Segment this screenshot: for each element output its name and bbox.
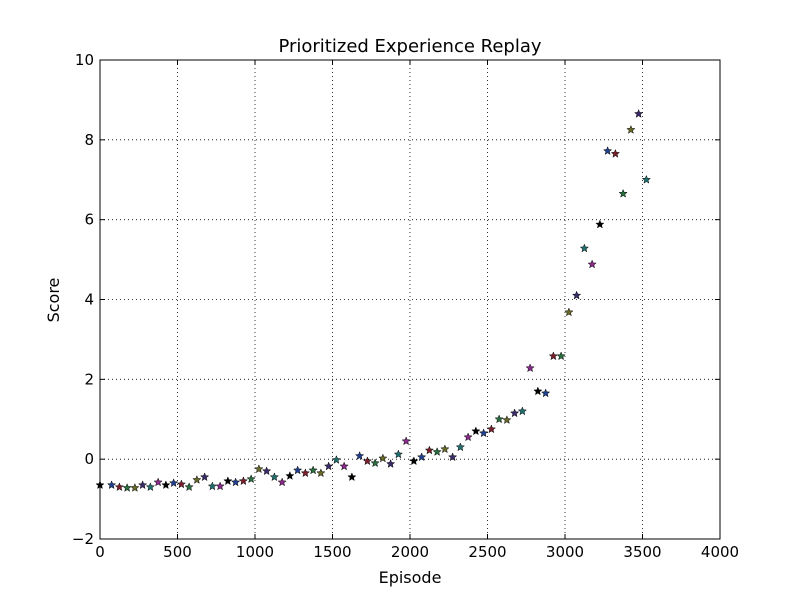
y-tick-label: 0 xyxy=(84,450,94,468)
y-axis-label: Score xyxy=(44,278,63,323)
x-axis-tick-labels: 0 500 1000 1500 2000 2500 3000 3500 4000 xyxy=(95,543,739,561)
data-point-star xyxy=(339,461,349,471)
data-point-star xyxy=(308,465,318,475)
chart-title: Prioritized Experience Replay xyxy=(278,36,541,57)
x-tick-label: 2500 xyxy=(468,543,506,561)
data-point-star xyxy=(393,449,404,459)
data-point-star xyxy=(261,466,272,476)
data-point-star xyxy=(587,259,597,269)
x-axis-label: Episode xyxy=(379,568,442,587)
data-point-star xyxy=(161,480,171,490)
data-point-star xyxy=(517,406,528,416)
y-tick-label: 8 xyxy=(84,131,94,149)
data-point-star xyxy=(564,307,574,317)
data-point-star xyxy=(416,452,427,462)
data-point-star xyxy=(176,479,187,489)
data-point-star xyxy=(254,464,264,474)
data-point-star xyxy=(285,471,295,480)
data-point-star xyxy=(130,483,140,492)
data-point-star xyxy=(432,447,442,456)
y-tick-label: 10 xyxy=(75,51,94,69)
data-point-star xyxy=(571,290,582,300)
data-point-star xyxy=(618,188,628,198)
data-point-star xyxy=(269,472,280,482)
data-point-star xyxy=(548,351,559,361)
data-point-star xyxy=(641,174,652,184)
data-point-star xyxy=(633,108,644,118)
y-tick-label: 6 xyxy=(84,211,94,229)
data-point-star xyxy=(199,472,210,482)
data-point-star xyxy=(354,451,365,460)
data-point-star xyxy=(153,477,163,487)
data-point-star xyxy=(447,452,458,462)
data-point-star xyxy=(137,480,148,490)
x-tick-label: 3000 xyxy=(546,543,584,561)
data-point-star xyxy=(502,415,512,425)
data-point-star xyxy=(223,476,233,486)
data-point-star xyxy=(595,219,605,229)
x-tick-label: 3500 xyxy=(623,543,661,561)
data-point-star xyxy=(610,148,621,158)
data-point-star xyxy=(401,436,411,446)
y-axis-tick-labels: −2 0 2 4 6 8 10 xyxy=(72,51,94,548)
data-point-star xyxy=(533,386,543,396)
data-point-star xyxy=(316,468,326,478)
data-point-star xyxy=(478,428,489,438)
data-point-star xyxy=(230,477,241,487)
data-points xyxy=(95,108,652,492)
data-point-star xyxy=(246,474,256,484)
data-point-star xyxy=(556,351,566,361)
data-point-star xyxy=(378,453,388,463)
y-tick-label: 4 xyxy=(84,291,94,309)
data-point-star xyxy=(370,458,380,468)
data-point-star xyxy=(207,481,218,491)
data-point-star xyxy=(424,445,435,455)
data-point-star xyxy=(215,481,225,491)
data-point-star xyxy=(300,468,311,478)
data-point-star xyxy=(347,472,357,482)
grid-lines xyxy=(100,60,720,539)
data-point-star xyxy=(494,414,504,424)
data-point-star xyxy=(579,243,590,253)
data-point-star xyxy=(626,124,636,134)
data-point-star xyxy=(114,482,125,492)
data-point-star xyxy=(168,478,179,488)
data-point-star xyxy=(145,482,156,492)
data-point-star xyxy=(440,444,450,454)
data-point-star xyxy=(106,480,117,490)
y-tick-label: −2 xyxy=(72,530,94,548)
x-tick-label: 1500 xyxy=(313,543,351,561)
data-point-star xyxy=(362,456,373,466)
x-tick-label: 500 xyxy=(163,543,192,561)
data-point-star xyxy=(277,477,287,487)
data-point-star xyxy=(509,408,520,418)
x-tick-label: 4000 xyxy=(701,543,739,561)
data-point-star xyxy=(184,482,194,492)
data-point-star xyxy=(463,432,473,442)
data-point-star xyxy=(122,483,132,492)
data-point-star xyxy=(238,476,249,486)
data-point-star xyxy=(385,459,396,468)
x-tick-label: 2000 xyxy=(391,543,429,561)
axis-ticks xyxy=(99,59,721,540)
data-point-star xyxy=(602,146,613,155)
data-point-star xyxy=(471,426,481,436)
y-tick-label: 2 xyxy=(84,370,94,388)
data-point-star xyxy=(192,475,202,484)
data-point-star xyxy=(292,465,303,475)
data-point-star xyxy=(331,455,342,464)
data-point-star xyxy=(323,461,334,471)
data-point-star xyxy=(455,442,466,452)
x-tick-label: 1000 xyxy=(236,543,274,561)
data-point-star xyxy=(486,424,497,434)
data-point-star xyxy=(525,363,535,373)
data-point-star xyxy=(409,456,419,466)
x-tick-label: 0 xyxy=(95,543,105,561)
data-point-star xyxy=(540,388,551,398)
